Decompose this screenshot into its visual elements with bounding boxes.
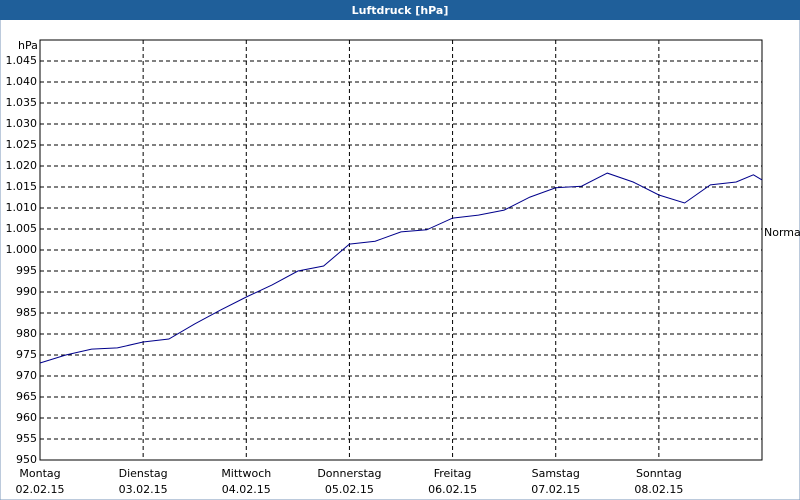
y-tick-label: 970	[16, 369, 37, 382]
x-tick-label: 08.02.15	[634, 483, 683, 496]
x-weekday-label: Mittwoch	[221, 467, 271, 480]
y-tick-label: 965	[16, 390, 37, 403]
line	[39, 172, 763, 364]
title-bar	[0, 0, 800, 20]
y-tick-label: 1.035	[6, 96, 38, 109]
y-tick-label: 985	[16, 306, 37, 319]
x-tick-label: 06.02.15	[428, 483, 477, 496]
x-weekday-label: Sonntag	[636, 467, 682, 480]
y-tick-label: 1.010	[6, 201, 38, 214]
x-weekday-label: Freitag	[434, 467, 472, 480]
y-tick-label: 955	[16, 432, 37, 445]
x-weekday-label: Dienstag	[119, 467, 168, 480]
x-tick-label: 03.02.15	[119, 483, 168, 496]
y-tick-label: 1.000	[6, 243, 38, 256]
reference-label: Normal	[764, 226, 800, 239]
y-tick-label: 1.045	[6, 54, 38, 67]
y-tick-label: 1.025	[6, 138, 38, 151]
y-tick-label: 1.030	[6, 117, 38, 130]
x-tick-label: 07.02.15	[531, 483, 580, 496]
y-tick-label: 960	[16, 411, 37, 424]
y-tick-label: 975	[16, 348, 37, 361]
y-tick-label: 1.005	[6, 222, 38, 235]
x-weekday-label: Montag	[19, 467, 60, 480]
x-weekday-label: Donnerstag	[317, 467, 381, 480]
y-tick-label: 990	[16, 285, 37, 298]
x-tick-label: 04.02.15	[222, 483, 271, 496]
y-tick-label: 950	[16, 453, 37, 466]
x-weekday-label: Samstag	[532, 467, 580, 480]
y-tick-label: 995	[16, 264, 37, 277]
y-tick-label: 1.020	[6, 159, 38, 172]
y-unit: hPa	[18, 39, 38, 52]
x-tick-label: 05.02.15	[325, 483, 374, 496]
y-tick-label: 1.040	[6, 75, 38, 88]
y-tick-label: 980	[16, 327, 37, 340]
chart-title: Luftdruck [hPa]	[352, 4, 449, 17]
x-tick-label: 02.02.15	[16, 483, 65, 496]
y-tick-label: 1.015	[6, 180, 38, 193]
